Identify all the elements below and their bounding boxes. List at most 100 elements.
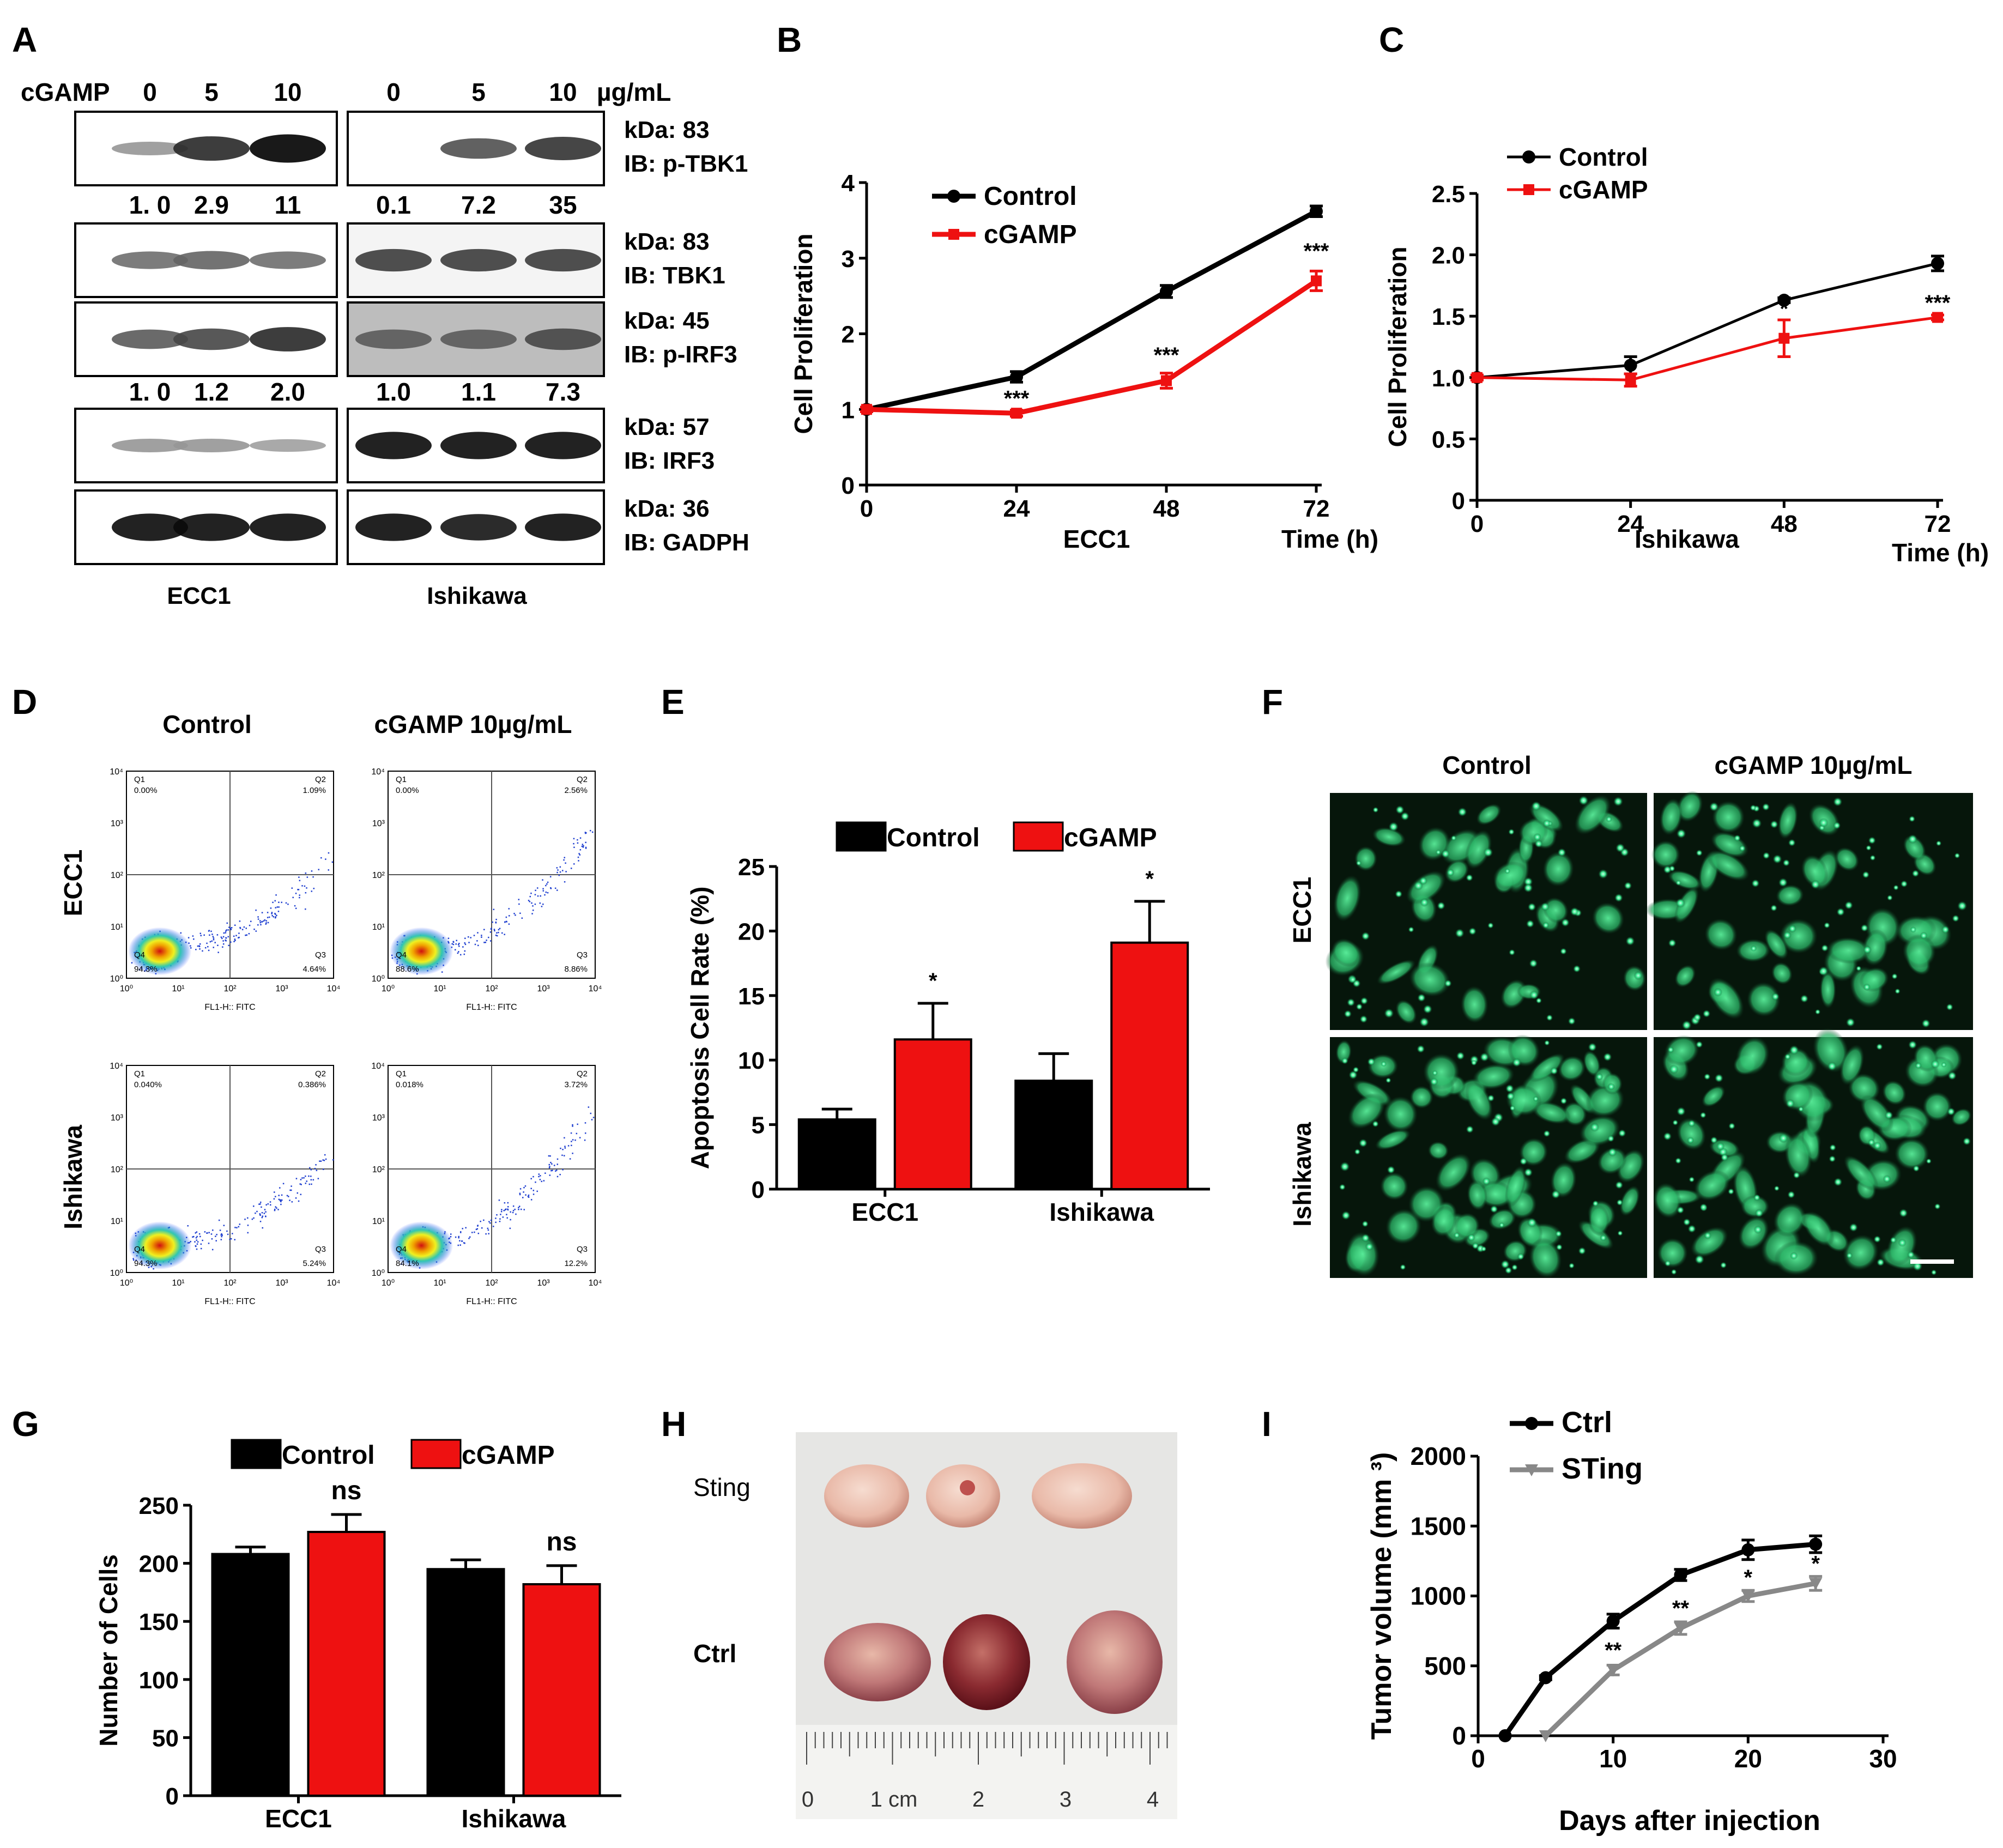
- fluor-nucleus: [1931, 1059, 1940, 1069]
- flow-event-dot: [548, 1155, 550, 1157]
- fluor-cell: [1465, 1080, 1493, 1120]
- flow-event-dot: [199, 943, 201, 945]
- data-point: [1498, 1729, 1512, 1742]
- flow-event-dot: [469, 1236, 471, 1238]
- fluor-nucleus: [1546, 1014, 1553, 1021]
- flow-event-dot: [457, 943, 459, 946]
- flow-event-dot: [567, 1145, 570, 1147]
- flow-event-dot: [536, 1190, 538, 1192]
- flow-event-dot: [489, 1222, 491, 1224]
- fluor-cell: [1657, 1238, 1688, 1269]
- flow-event-dot: [215, 1235, 216, 1237]
- fluor-nucleus: [1444, 979, 1452, 987]
- blot-ib: IB: p-TBK1: [624, 150, 748, 177]
- fluor-nucleus: [1455, 928, 1465, 938]
- flow-axis-label: FL1-H:: FITC: [204, 1003, 255, 1012]
- fluor-nucleus: [1423, 1004, 1432, 1014]
- flow-event-dot: [507, 1206, 509, 1208]
- fluor-cell: [1690, 1226, 1728, 1258]
- fluor-nucleus: [1687, 1225, 1696, 1233]
- flow-event-dot: [214, 942, 216, 943]
- fluor-nucleus: [1560, 948, 1567, 955]
- cell-line-ecc1: ECC1: [167, 583, 231, 609]
- data-point: [861, 404, 872, 415]
- flow-event-dot: [320, 857, 322, 859]
- blot-ib: IB: GADPH: [624, 529, 749, 556]
- flow-y-tick: 10³: [372, 819, 385, 828]
- flow-event-dot: [488, 936, 489, 938]
- flow-q3-label: Q3: [577, 1245, 588, 1254]
- flow-event-dot: [584, 1139, 586, 1141]
- legend-label: cGAMP: [1064, 823, 1157, 852]
- flow-y-tick: 10¹: [372, 923, 385, 932]
- fluor-nucleus: [1702, 1009, 1711, 1018]
- flow-event-dot: [532, 905, 534, 907]
- blot-ib: IB: TBK1: [624, 262, 725, 289]
- flow-axis-label: FL1-H:: FITC: [204, 1297, 255, 1306]
- significance-marker: **: [1605, 1638, 1622, 1662]
- flow-event-dot: [528, 1194, 530, 1196]
- fluor-cell: [1385, 1208, 1422, 1245]
- fluor-nucleus: [1696, 1041, 1703, 1049]
- flow-event-dot: [551, 1163, 553, 1165]
- flow-event-dot: [257, 924, 259, 926]
- flow-x-tick: 10⁰: [382, 984, 395, 993]
- flow-event-dot: [565, 862, 566, 864]
- flow-x-tick: 10⁰: [120, 984, 133, 993]
- blot-quant: 0.1: [376, 191, 411, 219]
- fluor-nucleus: [1899, 1208, 1908, 1217]
- fluor-nucleus: [1783, 931, 1792, 940]
- blot-band: [112, 513, 188, 541]
- flow-event-dot: [518, 899, 520, 900]
- flow-event-dot: [549, 1166, 550, 1167]
- flow-event-dot: [331, 861, 334, 863]
- flow-event-dot: [274, 917, 276, 919]
- flow-event-dot: [212, 936, 214, 937]
- flow-event-dot: [544, 1172, 546, 1174]
- flow-event-dot: [530, 1187, 532, 1190]
- flow-event-dot: [458, 943, 460, 944]
- fluor-nucleus: [1607, 1082, 1615, 1090]
- fluor-nucleus: [1542, 922, 1550, 929]
- fluor-nucleus: [1590, 1122, 1600, 1132]
- fluor-nucleus: [1487, 1094, 1495, 1102]
- flow-event-dot: [226, 929, 227, 931]
- flow-event-dot: [255, 1212, 256, 1214]
- fluor-cell: [1517, 1216, 1543, 1247]
- flow-event-dot: [500, 1210, 503, 1213]
- flow-event-dot: [196, 1239, 198, 1241]
- data-point: [1809, 1578, 1823, 1590]
- flow-y-tick: 10¹: [111, 923, 123, 932]
- flow-event-dot: [541, 1180, 543, 1183]
- fluor-nucleus: [1613, 796, 1623, 807]
- flow-event-dot: [250, 920, 252, 922]
- flow-event-dot: [247, 1217, 249, 1219]
- y-tick-label: 1.0: [1432, 365, 1465, 392]
- flow-event-dot: [506, 921, 507, 923]
- fluor-nucleus: [1952, 914, 1959, 922]
- fluor-nucleus: [1739, 845, 1746, 852]
- significance-marker: ***: [1925, 291, 1951, 315]
- flow-event-dot: [504, 934, 505, 935]
- flow-event-dot: [481, 1227, 483, 1229]
- flow-event-dot: [542, 879, 543, 881]
- fluor-nucleus: [1750, 945, 1757, 952]
- data-point: [1606, 1664, 1620, 1677]
- fluor-nucleus: [1354, 1148, 1361, 1155]
- flow-event-dot: [259, 922, 261, 924]
- flow-event-dot: [278, 901, 280, 903]
- fluor-nucleus: [1675, 1157, 1682, 1164]
- fluor-nucleus: [1534, 839, 1543, 848]
- flow-event-dot: [295, 907, 297, 910]
- flow-event-dot: [559, 866, 561, 868]
- y-tick-label: 10: [738, 1047, 765, 1074]
- fluor-nucleus: [1349, 975, 1357, 983]
- blot-kda: kDa: 83: [624, 117, 710, 143]
- panel-h-tumor-photo: Sting Ctrl 0 1 cm 2 3 4: [693, 1432, 1177, 1819]
- x-tick-label: 48: [1771, 511, 1798, 537]
- flow-event-dot: [542, 903, 544, 905]
- fluor-nucleus: [1821, 944, 1829, 952]
- flow-event-dot: [272, 901, 274, 904]
- flow-event-dot: [261, 1206, 262, 1208]
- flow-event-dot: [457, 1244, 459, 1246]
